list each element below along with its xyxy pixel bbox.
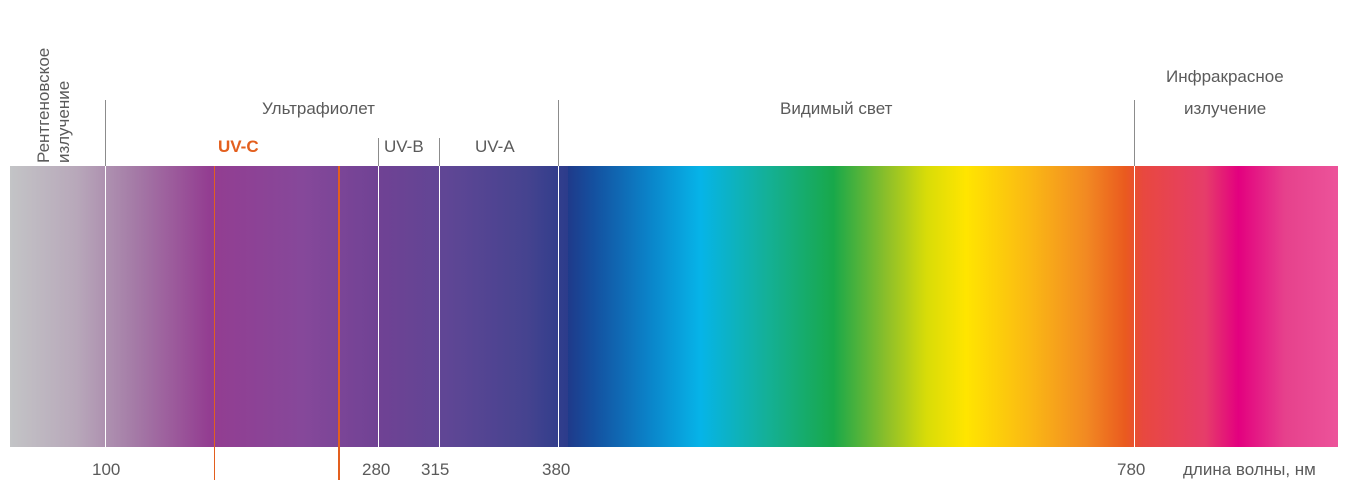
band-line-280 (378, 166, 379, 447)
xray-label-line1: Рентгеновское (34, 47, 53, 163)
axis-label: длина волны, нм (1183, 460, 1316, 479)
band-line-780 (1134, 166, 1135, 447)
infrared-label-line1: Инфракрасное (1166, 67, 1284, 86)
divider-100 (105, 100, 106, 166)
tick-label-780: 780 (1117, 460, 1146, 479)
divider-780 (1134, 100, 1135, 166)
uvc-marker-left (214, 166, 215, 480)
tick-label-315: 315 (421, 460, 450, 479)
tick-label-380: 380 (542, 460, 571, 479)
divider-380 (558, 100, 559, 166)
infrared-label-line2: излучение (1184, 99, 1267, 118)
xray-label: Рентгеновское излучение (34, 48, 74, 163)
uvc-label: UV-C (218, 137, 259, 156)
uvc-marker-right (338, 166, 340, 480)
spectrum-band (10, 166, 1338, 447)
visible-light-label: Видимый свет (780, 99, 893, 118)
band-line-100 (105, 166, 106, 447)
tick-label-100: 100 (92, 460, 121, 479)
tick-label-280: 280 (362, 460, 391, 479)
xray-label-line2: излучение (54, 80, 73, 163)
ultraviolet-label: Ультрафиолет (262, 99, 375, 118)
band-line-380 (558, 166, 559, 447)
uvb-label: UV-B (384, 137, 424, 156)
divider-280 (378, 138, 379, 166)
divider-315 (439, 138, 440, 166)
uva-label: UV-A (475, 137, 515, 156)
band-line-315 (439, 166, 440, 447)
